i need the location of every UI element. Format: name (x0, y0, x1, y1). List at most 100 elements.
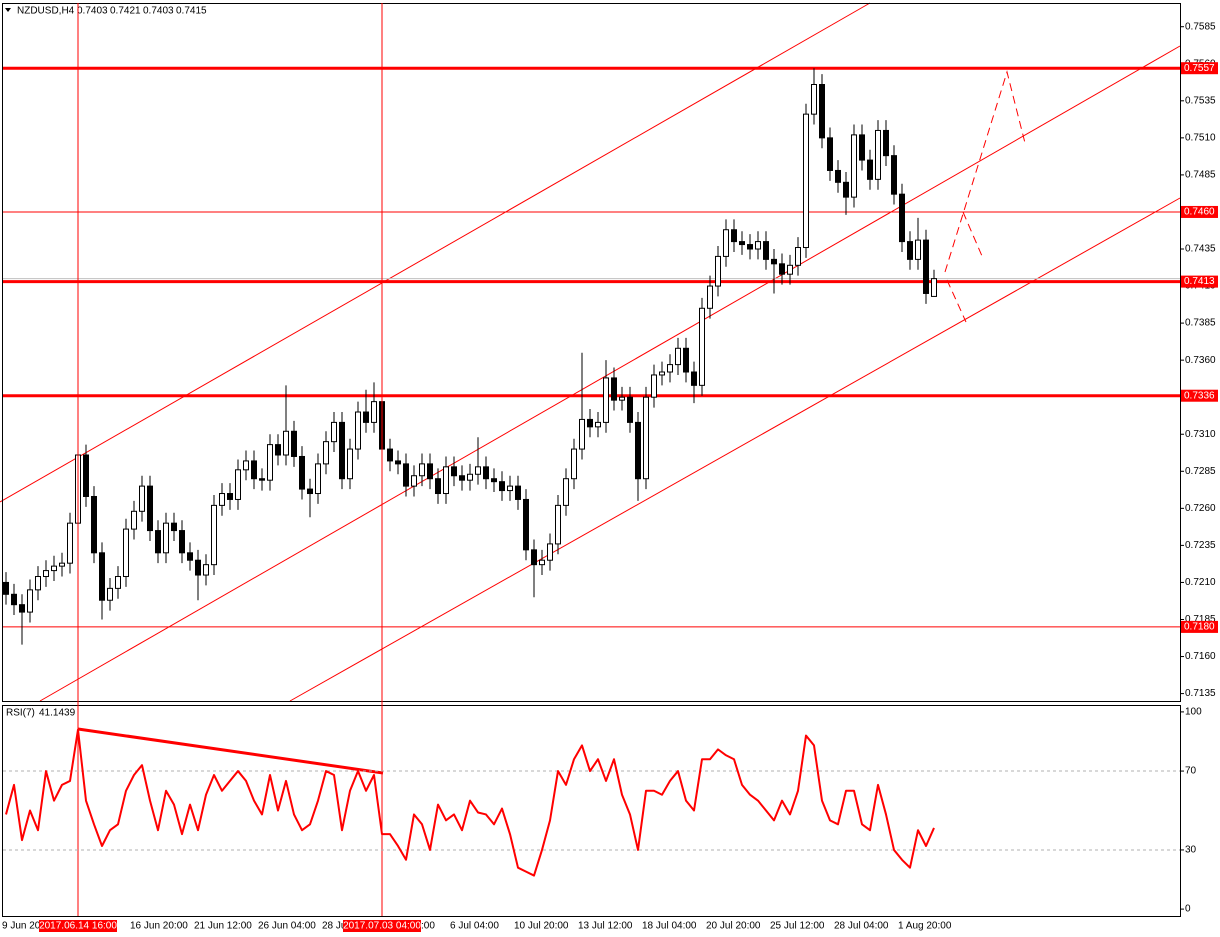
candle-body (563, 478, 569, 506)
candle-body (659, 371, 665, 376)
candle-body (219, 493, 225, 506)
annotations (0, 2, 1181, 775)
x-tick-label: 13 Jul 12:00 (578, 921, 633, 932)
candle-body (155, 530, 161, 554)
candle-body (35, 576, 41, 591)
candle-body (883, 129, 889, 157)
candle-body (115, 576, 121, 589)
candle-body (267, 444, 273, 481)
candle-body (435, 478, 441, 495)
rsi-line (5, 728, 935, 877)
candle-body (515, 485, 521, 500)
candle-body (363, 411, 369, 423)
level-label: 0.7336 (1184, 390, 1215, 401)
candle-body (291, 430, 297, 457)
candle-body (243, 460, 249, 471)
candle-body (611, 377, 617, 401)
y-tick-label: 0.7235 (1185, 540, 1216, 551)
date-label: 2017.06.14 16:00 (39, 921, 117, 932)
candle-body (763, 241, 769, 260)
candle-body (331, 421, 337, 443)
x-tick-label: 6 Jul 04:00 (450, 921, 499, 932)
y-tick-label: 0.7160 (1185, 651, 1216, 662)
candle-body (635, 421, 641, 480)
x-tick-label: 9 Jun 2017 (2, 921, 52, 932)
candle-body (723, 229, 729, 257)
candle-body (779, 263, 785, 275)
candle-body (83, 454, 89, 497)
candle-body (27, 589, 33, 613)
candle-body (691, 371, 697, 386)
candle-body (587, 418, 593, 428)
candle-body (211, 504, 217, 566)
candle-body (491, 478, 497, 483)
candle-body (387, 448, 393, 462)
ohlc-high: 0.7421 (110, 6, 141, 17)
level-label-box (1181, 620, 1218, 633)
candle-body (259, 478, 265, 481)
candle-body (835, 169, 841, 183)
candle-body (467, 473, 473, 481)
candle-body (923, 239, 929, 294)
candle-body (91, 495, 97, 554)
candle-body (619, 396, 625, 401)
y-tick-label: 0.7385 (1185, 318, 1216, 329)
level-label-box (1181, 62, 1218, 75)
candle-body (475, 466, 481, 475)
candle-body (739, 241, 745, 246)
date-label-box (39, 920, 117, 932)
x-tick-label: 28 Jul 04:00 (834, 921, 889, 932)
candle-body (547, 543, 553, 561)
channel-upper (0, 2, 871, 503)
candle-body (867, 159, 873, 180)
level-label: 0.7413 (1184, 276, 1215, 287)
candle-body (299, 455, 305, 490)
candle-body (371, 401, 377, 423)
candle-body (347, 448, 353, 480)
candle-body (579, 418, 585, 450)
candle-body (851, 134, 857, 198)
candle-body (19, 604, 25, 613)
y-tick-label: 0.7210 (1185, 577, 1216, 588)
candle-body (555, 504, 561, 545)
candle-body (827, 137, 833, 171)
candle-body (147, 485, 153, 532)
y-tick-label: 0.7435 (1185, 244, 1216, 255)
y-tick-label: 0.7510 (1185, 132, 1216, 143)
candle-body (3, 581, 9, 595)
candle-body (907, 241, 913, 260)
rsi-title: RSI(7) (6, 708, 35, 719)
candle-body (651, 374, 657, 398)
candle-body (539, 559, 545, 566)
x-tick-label: 20 Jul 20:00 (706, 921, 761, 932)
x-tick-label: 10 Jul 20:00 (514, 921, 569, 932)
candle-body (67, 522, 73, 564)
x-tick-label: 1 Aug 20:00 (898, 921, 952, 932)
candle-body (459, 475, 465, 481)
y-tick-label: 0.7585 (1185, 21, 1216, 32)
y-tick-label: 0.7285 (1185, 466, 1216, 477)
date-label: 2017.07.03 04:00 (343, 921, 421, 932)
candle-body (163, 522, 169, 554)
candle-body (11, 593, 17, 606)
level-label: 0.7460 (1184, 207, 1215, 218)
candle-body (859, 134, 865, 161)
candle-body (643, 396, 649, 480)
candle-body (803, 113, 809, 249)
candle-body (787, 264, 793, 275)
candle-body (667, 364, 673, 373)
candle-body (811, 84, 817, 115)
level-label-box (1181, 275, 1218, 288)
candle-body (51, 565, 57, 572)
candle-body (771, 258, 777, 265)
y-tick-label: 0.7185 (1185, 614, 1216, 625)
ohlc-open: 0.7403 (77, 6, 108, 17)
y-tick-label: 0.7310 (1185, 429, 1216, 440)
candle-body (675, 347, 681, 366)
level-label: 0.7557 (1184, 63, 1215, 74)
candle-body (355, 411, 361, 450)
candle-body (123, 528, 129, 578)
level-label-box (1181, 205, 1218, 218)
